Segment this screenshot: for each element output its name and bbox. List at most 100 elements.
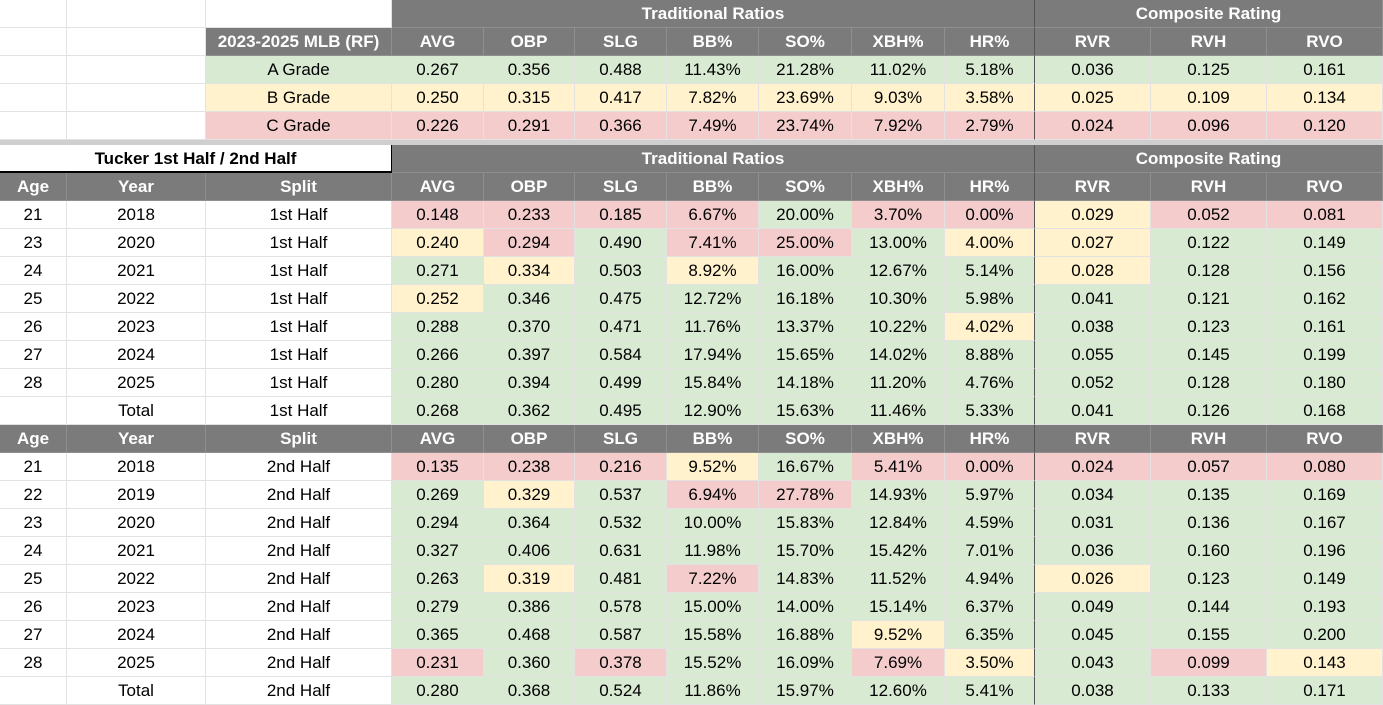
slg-cell[interactable]: 0.185	[575, 201, 667, 229]
xbh-pct-cell[interactable]: 5.41%	[852, 453, 945, 481]
grade-bb-pct[interactable]: 7.82%	[667, 84, 759, 112]
hr-pct-cell[interactable]: 4.76%	[945, 369, 1035, 397]
avg-cell[interactable]: 0.327	[392, 537, 484, 565]
so-pct-cell[interactable]: 16.88%	[759, 621, 852, 649]
so-pct-cell[interactable]: 16.67%	[759, 453, 852, 481]
xbh-pct-cell[interactable]: 13.00%	[852, 229, 945, 257]
split-cell[interactable]: 1st Half	[206, 313, 392, 341]
grade-xbh-pct[interactable]: 7.92%	[852, 112, 945, 140]
so-pct-cell[interactable]: 14.83%	[759, 565, 852, 593]
split-cell[interactable]: 2nd Half	[206, 649, 392, 677]
column-header-bb-pct[interactable]: BB%	[667, 28, 759, 56]
column-header-rvh[interactable]: RVH	[1151, 173, 1267, 201]
rvo-cell[interactable]: 0.193	[1267, 593, 1383, 621]
rvh-cell[interactable]: 0.099	[1151, 649, 1267, 677]
rvo-cell[interactable]: 0.081	[1267, 201, 1383, 229]
rvo-cell[interactable]: 0.161	[1267, 313, 1383, 341]
rvr-cell[interactable]: 0.043	[1035, 649, 1151, 677]
so-pct-cell[interactable]: 16.18%	[759, 285, 852, 313]
split-cell[interactable]: 2nd Half	[206, 593, 392, 621]
obp-cell[interactable]: 0.370	[484, 313, 575, 341]
empty-cell[interactable]	[67, 56, 206, 84]
xbh-pct-cell[interactable]: 12.60%	[852, 677, 945, 705]
obp-cell[interactable]: 0.386	[484, 593, 575, 621]
column-header-slg[interactable]: SLG	[575, 425, 667, 453]
hr-pct-cell[interactable]: 0.00%	[945, 201, 1035, 229]
column-header-slg[interactable]: SLG	[575, 173, 667, 201]
slg-cell[interactable]: 0.378	[575, 649, 667, 677]
rvr-cell[interactable]: 0.038	[1035, 677, 1151, 705]
hr-pct-cell[interactable]: 5.97%	[945, 481, 1035, 509]
empty-cell[interactable]	[67, 112, 206, 140]
rvr-cell[interactable]: 0.052	[1035, 369, 1151, 397]
grade-bb-pct[interactable]: 11.43%	[667, 56, 759, 84]
obp-cell[interactable]: 0.346	[484, 285, 575, 313]
column-header-rvr[interactable]: RVR	[1035, 425, 1151, 453]
column-header-so-pct[interactable]: SO%	[759, 173, 852, 201]
split-cell[interactable]: 2nd Half	[206, 537, 392, 565]
rvr-cell[interactable]: 0.049	[1035, 593, 1151, 621]
age-cell[interactable]: 23	[0, 229, 67, 257]
year-cell[interactable]: 2018	[67, 453, 206, 481]
slg-cell[interactable]: 0.503	[575, 257, 667, 285]
empty-cell[interactable]	[67, 0, 206, 28]
age-cell[interactable]: 22	[0, 481, 67, 509]
year-cell[interactable]: Total	[67, 397, 206, 425]
rvo-cell[interactable]: 0.149	[1267, 229, 1383, 257]
grade-label[interactable]: C Grade	[206, 112, 392, 140]
slg-cell[interactable]: 0.524	[575, 677, 667, 705]
slg-cell[interactable]: 0.532	[575, 509, 667, 537]
year-cell[interactable]: 2024	[67, 621, 206, 649]
empty-cell[interactable]	[0, 56, 67, 84]
rvh-cell[interactable]: 0.128	[1151, 369, 1267, 397]
rvo-cell[interactable]: 0.196	[1267, 537, 1383, 565]
age-cell[interactable]: 23	[0, 509, 67, 537]
rvo-cell[interactable]: 0.180	[1267, 369, 1383, 397]
avg-cell[interactable]: 0.280	[392, 677, 484, 705]
xbh-pct-cell[interactable]: 14.02%	[852, 341, 945, 369]
grade-so-pct[interactable]: 21.28%	[759, 56, 852, 84]
column-header-bb-pct[interactable]: BB%	[667, 173, 759, 201]
empty-cell[interactable]	[0, 28, 67, 56]
rvr-cell[interactable]: 0.031	[1035, 509, 1151, 537]
grade-rvh[interactable]: 0.109	[1151, 84, 1267, 112]
xbh-pct-cell[interactable]: 7.69%	[852, 649, 945, 677]
avg-cell[interactable]: 0.268	[392, 397, 484, 425]
bb-pct-cell[interactable]: 7.41%	[667, 229, 759, 257]
grade-rvr[interactable]: 0.036	[1035, 56, 1151, 84]
column-header-xbh-pct[interactable]: XBH%	[852, 173, 945, 201]
bb-pct-cell[interactable]: 15.58%	[667, 621, 759, 649]
hr-pct-cell[interactable]: 3.50%	[945, 649, 1035, 677]
age-cell[interactable]: 25	[0, 285, 67, 313]
so-pct-cell[interactable]: 20.00%	[759, 201, 852, 229]
grade-rvr[interactable]: 0.025	[1035, 84, 1151, 112]
so-pct-cell[interactable]: 15.65%	[759, 341, 852, 369]
hr-pct-cell[interactable]: 4.00%	[945, 229, 1035, 257]
slg-cell[interactable]: 0.499	[575, 369, 667, 397]
rvo-cell[interactable]: 0.156	[1267, 257, 1383, 285]
column-header-obp[interactable]: OBP	[484, 425, 575, 453]
age-cell[interactable]	[0, 397, 67, 425]
grade-so-pct[interactable]: 23.69%	[759, 84, 852, 112]
obp-cell[interactable]: 0.362	[484, 397, 575, 425]
grade-so-pct[interactable]: 23.74%	[759, 112, 852, 140]
column-header-avg[interactable]: AVG	[392, 173, 484, 201]
so-pct-cell[interactable]: 25.00%	[759, 229, 852, 257]
rvr-cell[interactable]: 0.036	[1035, 537, 1151, 565]
bb-pct-cell[interactable]: 12.90%	[667, 397, 759, 425]
split-cell[interactable]: 1st Half	[206, 229, 392, 257]
split-cell[interactable]: 1st Half	[206, 285, 392, 313]
rvo-cell[interactable]: 0.143	[1267, 649, 1383, 677]
column-header-year[interactable]: Year	[67, 173, 206, 201]
rvh-cell[interactable]: 0.155	[1151, 621, 1267, 649]
year-cell[interactable]: 2020	[67, 509, 206, 537]
bb-pct-cell[interactable]: 10.00%	[667, 509, 759, 537]
rvh-cell[interactable]: 0.133	[1151, 677, 1267, 705]
empty-cell[interactable]	[67, 28, 206, 56]
xbh-pct-cell[interactable]: 10.30%	[852, 285, 945, 313]
bb-pct-cell[interactable]: 11.76%	[667, 313, 759, 341]
avg-cell[interactable]: 0.148	[392, 201, 484, 229]
rvr-cell[interactable]: 0.041	[1035, 285, 1151, 313]
rvo-cell[interactable]: 0.080	[1267, 453, 1383, 481]
bb-pct-cell[interactable]: 15.52%	[667, 649, 759, 677]
